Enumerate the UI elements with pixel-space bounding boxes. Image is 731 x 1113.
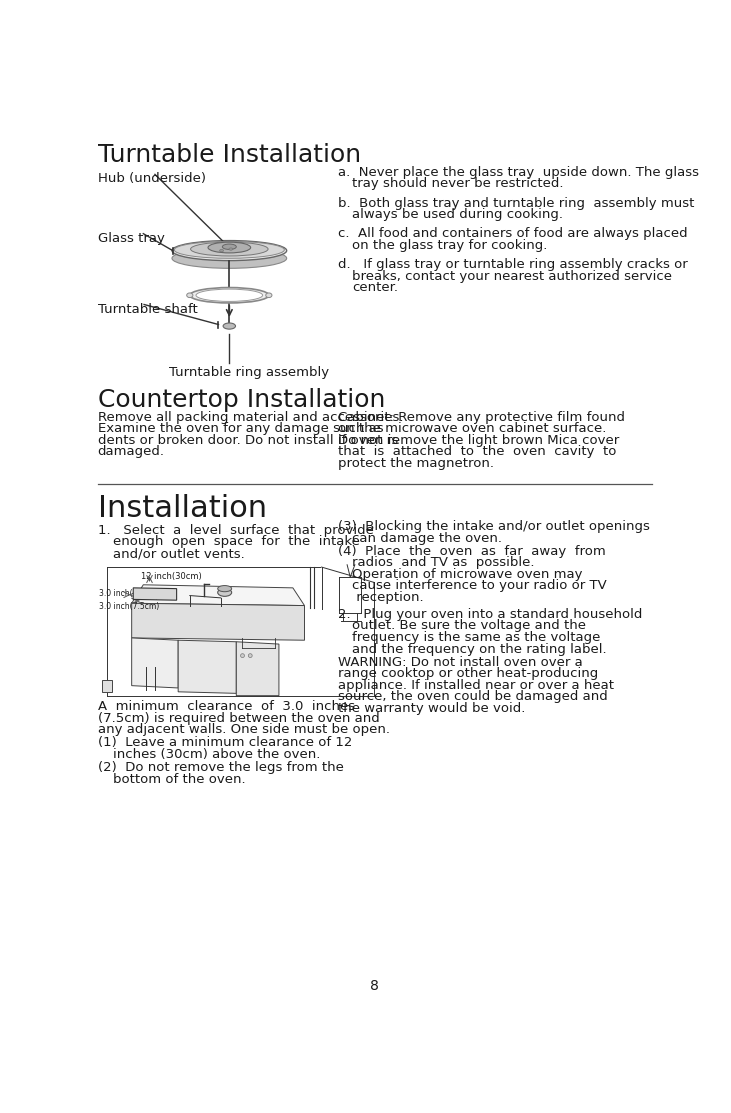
Ellipse shape xyxy=(240,653,244,658)
Text: Hub (underside): Hub (underside) xyxy=(97,173,205,185)
Text: cause interference to your radio or TV: cause interference to your radio or TV xyxy=(352,580,607,592)
Text: Countertop Installation: Countertop Installation xyxy=(97,387,385,412)
Polygon shape xyxy=(236,642,279,696)
Text: tray should never be restricted.: tray should never be restricted. xyxy=(352,177,564,190)
Ellipse shape xyxy=(190,287,269,303)
Text: c.  All food and containers of food are always placed: c. All food and containers of food are a… xyxy=(338,227,687,240)
Text: enough  open  space  for  the  intake: enough open space for the intake xyxy=(113,535,360,549)
Ellipse shape xyxy=(186,293,193,297)
Ellipse shape xyxy=(208,243,251,253)
Ellipse shape xyxy=(218,585,232,592)
Text: on the glass tray for cooking.: on the glass tray for cooking. xyxy=(352,239,547,252)
Ellipse shape xyxy=(174,242,284,258)
Text: (3)  Blocking the intake and/or outlet openings: (3) Blocking the intake and/or outlet op… xyxy=(338,520,650,533)
Text: source, the oven could be damaged and: source, the oven could be damaged and xyxy=(338,690,607,703)
Ellipse shape xyxy=(172,240,287,260)
Ellipse shape xyxy=(172,248,287,268)
Text: the warranty would be void.: the warranty would be void. xyxy=(338,702,525,715)
Polygon shape xyxy=(132,638,178,688)
Text: center.: center. xyxy=(352,282,398,295)
Text: that  is  attached  to  the  oven  cavity  to: that is attached to the oven cavity to xyxy=(338,445,616,459)
Text: (7.5cm) is required between the oven and: (7.5cm) is required between the oven and xyxy=(97,712,379,725)
Text: 3.0 inch(7.5cm): 3.0 inch(7.5cm) xyxy=(99,590,159,599)
Ellipse shape xyxy=(222,244,236,249)
Text: outlet. Be sure the voltage and the: outlet. Be sure the voltage and the xyxy=(352,620,586,632)
Text: Cabinet: Remove any protective film found: Cabinet: Remove any protective film foun… xyxy=(338,411,625,424)
Text: a.  Never place the glass tray  upside down. The glass: a. Never place the glass tray upside dow… xyxy=(338,166,699,179)
Text: (2)  Do not remove the legs from the: (2) Do not remove the legs from the xyxy=(97,761,344,775)
Text: d.   If glass tray or turntable ring assembly cracks or: d. If glass tray or turntable ring assem… xyxy=(338,258,688,272)
Text: range cooktop or other heat-producing: range cooktop or other heat-producing xyxy=(338,667,598,680)
Text: WARNING: Do not install oven over a: WARNING: Do not install oven over a xyxy=(338,656,583,669)
Text: Do not remove the light brown Mica cover: Do not remove the light brown Mica cover xyxy=(338,434,619,446)
Text: Glass tray: Glass tray xyxy=(97,233,164,245)
Polygon shape xyxy=(132,584,305,605)
Text: radios  and TV as  possible.: radios and TV as possible. xyxy=(352,556,534,569)
Text: 3.0 inch(7.5cm): 3.0 inch(7.5cm) xyxy=(99,602,159,611)
Ellipse shape xyxy=(223,323,235,329)
Text: Examine the oven for any damage such as: Examine the oven for any damage such as xyxy=(97,422,383,435)
Text: frequency is the same as the voltage: frequency is the same as the voltage xyxy=(352,631,600,644)
Text: inches (30cm) above the oven.: inches (30cm) above the oven. xyxy=(113,748,320,761)
Text: always be used during cooking.: always be used during cooking. xyxy=(352,208,563,221)
Ellipse shape xyxy=(196,289,262,302)
Text: 2.   Plug your oven into a standard household: 2. Plug your oven into a standard househ… xyxy=(338,608,643,621)
Text: protect the magnetron.: protect the magnetron. xyxy=(338,457,494,470)
Text: damaged.: damaged. xyxy=(97,445,164,459)
Text: 1.   Select  a  level  surface  that  provide: 1. Select a level surface that provide xyxy=(97,524,374,536)
Text: (1)  Leave a minimum clearance of 12: (1) Leave a minimum clearance of 12 xyxy=(97,737,352,749)
Text: b.  Both glass tray and turntable ring  assembly must: b. Both glass tray and turntable ring as… xyxy=(338,197,694,209)
Polygon shape xyxy=(133,588,177,600)
Text: Turntable Installation: Turntable Installation xyxy=(97,142,360,167)
Text: breaks, contact your nearest authorized service: breaks, contact your nearest authorized … xyxy=(352,269,672,283)
Polygon shape xyxy=(178,640,236,693)
FancyBboxPatch shape xyxy=(102,680,112,692)
Ellipse shape xyxy=(218,589,232,597)
Ellipse shape xyxy=(249,653,252,658)
Text: OPEN: OPEN xyxy=(148,592,172,601)
Text: A  minimum  clearance  of  3.0  inches: A minimum clearance of 3.0 inches xyxy=(97,700,355,713)
Text: Turntable shaft: Turntable shaft xyxy=(97,303,197,316)
Polygon shape xyxy=(132,603,305,640)
Text: can damage the oven.: can damage the oven. xyxy=(352,532,501,544)
Text: reception.: reception. xyxy=(352,591,423,604)
Text: and/or outlet vents.: and/or outlet vents. xyxy=(113,548,245,560)
Text: Turntable ring assembly: Turntable ring assembly xyxy=(169,366,329,380)
Text: bottom of the oven.: bottom of the oven. xyxy=(113,772,246,786)
Text: Operation of microwave oven may: Operation of microwave oven may xyxy=(352,568,583,581)
Text: 8: 8 xyxy=(370,979,379,993)
Text: Installation: Installation xyxy=(97,494,267,523)
Text: Remove all packing material and accessories.: Remove all packing material and accessor… xyxy=(97,411,403,424)
Ellipse shape xyxy=(191,243,268,256)
Text: (4)  Place  the  oven  as  far  away  from: (4) Place the oven as far away from xyxy=(338,544,605,558)
Ellipse shape xyxy=(266,293,272,297)
Text: 12 inch(30cm): 12 inch(30cm) xyxy=(141,572,202,581)
Text: any adjacent walls. One side must be open.: any adjacent walls. One side must be ope… xyxy=(97,723,390,737)
Text: on the microwave oven cabinet surface.: on the microwave oven cabinet surface. xyxy=(338,422,606,435)
Ellipse shape xyxy=(219,249,224,252)
Text: and the frequency on the rating label.: and the frequency on the rating label. xyxy=(352,642,607,656)
Text: dents or broken door. Do not install if oven is: dents or broken door. Do not install if … xyxy=(97,434,398,446)
Text: appliance. If installed near or over a heat: appliance. If installed near or over a h… xyxy=(338,679,614,691)
Ellipse shape xyxy=(229,248,232,250)
